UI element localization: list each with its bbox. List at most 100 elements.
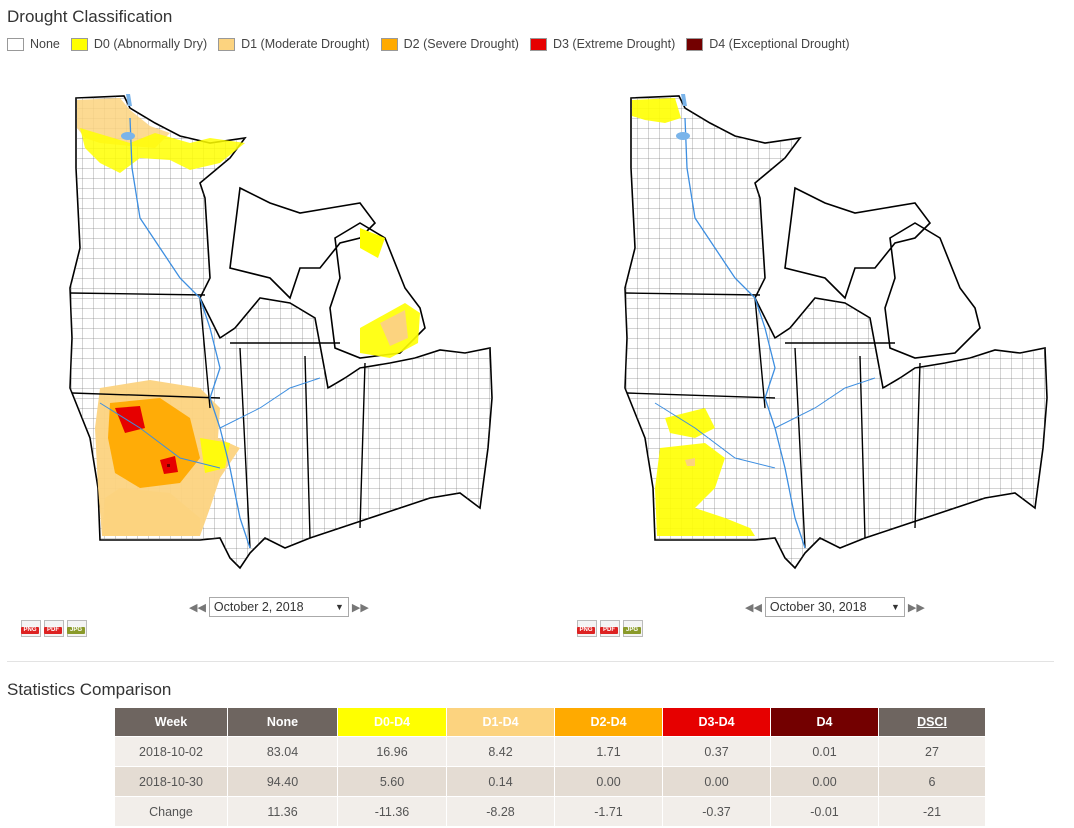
midwest-map-right	[624, 94, 1048, 570]
legend-swatch-d1	[218, 37, 236, 51]
jpg-label: JPG	[623, 627, 641, 634]
cell-d4: -0.01	[770, 796, 879, 826]
legend-title: Drought Classification	[7, 7, 173, 26]
cell-dsci: 6	[878, 766, 986, 797]
stats-title: Statistics Comparison	[7, 680, 172, 699]
illinois-river	[774, 377, 876, 429]
county-grid	[625, 96, 1047, 568]
cell-none: 11.36	[227, 796, 338, 826]
missouri-river	[654, 402, 776, 469]
date-select-left[interactable]: October 2, 2018 ▼	[208, 597, 349, 617]
cell-d1-d4: -8.28	[446, 796, 555, 826]
cell-week: Change	[115, 796, 228, 826]
cell-none: 83.04	[227, 736, 338, 767]
cell-d2-d4: -1.71	[554, 796, 663, 826]
drought-d4-c-missouri	[167, 464, 170, 467]
red-lake	[676, 132, 690, 140]
next-week-arrow-right[interactable]: ▶▶	[907, 601, 925, 614]
legend-item-none: None	[7, 37, 60, 51]
cell-d0-d4: -11.36	[337, 796, 447, 826]
header-week: Week	[115, 708, 228, 737]
chevron-down-icon: ▼	[891, 602, 900, 612]
legend-swatch-d2	[380, 37, 398, 51]
legend-label-d0: D0 (Abnormally Dry)	[93, 37, 208, 51]
cell-d3-d4: 0.37	[662, 736, 771, 767]
cell-week: 2018-10-02	[115, 736, 228, 767]
statistics-table: Week None D0-D4 D1-D4 D2-D4 D3-D4 D4 DSC…	[115, 708, 986, 826]
cell-d1-d4: 0.14	[446, 766, 555, 797]
cell-d4: 0.01	[770, 736, 879, 767]
state-boundaries	[69, 292, 366, 549]
date-select-right-value: October 30, 2018	[769, 600, 867, 614]
png-export-icon[interactable]: PNG	[577, 620, 597, 637]
png-label: PNG	[21, 627, 39, 634]
table-row: 2018-10-30 94.40 5.60 0.14 0.00 0.00 0.0…	[115, 766, 986, 797]
red-lake	[121, 132, 135, 140]
pdf-export-icon[interactable]: PDF	[600, 620, 620, 637]
date-control-right: ◀◀ October 30, 2018 ▼ ▶▶	[742, 597, 928, 617]
drought-map-2018-10-02	[60, 88, 500, 576]
lake-of-the-woods	[681, 94, 687, 106]
legend-item-d2: D2 (Severe Drought)	[380, 37, 519, 51]
legend-swatch-d4	[686, 37, 704, 51]
mississippi-river	[684, 117, 806, 549]
illinois-river	[219, 377, 321, 429]
legend-label-none: None	[30, 37, 60, 51]
prev-week-arrow-right[interactable]: ◀◀	[745, 601, 762, 614]
jpg-export-icon[interactable]: JPG	[623, 620, 643, 637]
legend-item-d1: D1 (Moderate Drought)	[218, 37, 370, 51]
midwest-map-left	[69, 94, 493, 570]
legend-swatch-d0	[70, 37, 88, 51]
jpg-label: JPG	[67, 627, 85, 634]
prev-week-arrow-left[interactable]: ◀◀	[189, 601, 206, 614]
drought-d0-n-michigan	[360, 228, 385, 258]
legend-swatch-d3	[529, 37, 547, 51]
drought-d0-e-missouri	[200, 438, 230, 473]
drought-map-2018-10-30	[615, 88, 1055, 576]
cell-d3-d4: 0.00	[662, 766, 771, 797]
header-d1-d4: D1-D4	[446, 708, 555, 737]
table-row: Change 11.36 -11.36 -8.28 -1.71 -0.37 -0…	[115, 796, 986, 826]
date-control-left: ◀◀ October 2, 2018 ▼ ▶▶	[186, 597, 372, 617]
legend-swatch-none	[7, 37, 24, 51]
table-row: 2018-10-02 83.04 16.96 8.42 1.71 0.37 0.…	[115, 736, 986, 767]
drought-d0-s-missouri	[655, 443, 755, 536]
cell-d2-d4: 0.00	[554, 766, 663, 797]
pdf-export-icon[interactable]: PDF	[44, 620, 64, 637]
cell-week: 2018-10-30	[115, 766, 228, 797]
lake-of-the-woods	[126, 94, 132, 106]
drought-d1-c-missouri	[685, 458, 695, 466]
legend-item-d0: D0 (Abnormally Dry)	[70, 37, 208, 51]
cell-dsci: -21	[878, 796, 986, 826]
legend-item-d3: D3 (Extreme Drought)	[529, 37, 676, 51]
cell-d0-d4: 5.60	[337, 766, 447, 797]
drought-d1-e-michigan	[380, 310, 408, 346]
drought-d1-s-missouri	[102, 488, 200, 536]
cell-d4: 0.00	[770, 766, 879, 797]
date-select-right[interactable]: October 30, 2018 ▼	[764, 597, 905, 617]
header-d2-d4: D2-D4	[554, 708, 663, 737]
cell-dsci: 27	[878, 736, 986, 767]
pdf-label: PDF	[600, 627, 618, 634]
cell-d1-d4: 8.42	[446, 736, 555, 767]
header-d3-d4: D3-D4	[662, 708, 771, 737]
state-boundaries	[624, 292, 921, 549]
legend-label-d4: D4 (Exceptional Drought)	[709, 37, 850, 51]
header-d0-d4: D0-D4	[337, 708, 447, 737]
section-divider	[7, 661, 1054, 662]
mississippi-river	[129, 117, 251, 549]
next-week-arrow-left[interactable]: ▶▶	[351, 601, 369, 614]
legend-label-d3: D3 (Extreme Drought)	[552, 37, 676, 51]
missouri-river	[99, 402, 221, 469]
chevron-down-icon: ▼	[335, 602, 344, 612]
png-label: PNG	[577, 627, 595, 634]
table-header-row: Week None D0-D4 D1-D4 D2-D4 D3-D4 D4 DSC…	[115, 708, 986, 737]
cell-d0-d4: 16.96	[337, 736, 447, 767]
export-buttons-left: PNG PDF JPG	[21, 620, 90, 637]
cell-d2-d4: 1.71	[554, 736, 663, 767]
drought-legend: None D0 (Abnormally Dry) D1 (Moderate Dr…	[7, 35, 861, 53]
header-dsci-link[interactable]: DSCI	[878, 708, 986, 737]
jpg-export-icon[interactable]: JPG	[67, 620, 87, 637]
png-export-icon[interactable]: PNG	[21, 620, 41, 637]
legend-label-d1: D1 (Moderate Drought)	[241, 37, 370, 51]
